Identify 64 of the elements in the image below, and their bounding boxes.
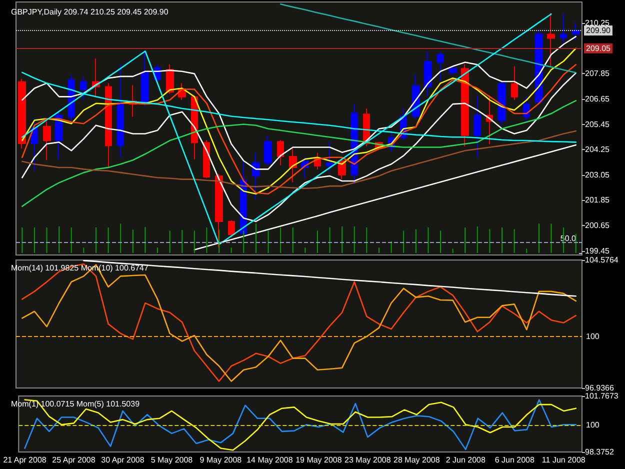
ref-line-label: 100 [586,332,600,342]
y-tick-label: 206.65 [585,94,610,104]
candlestick [55,110,63,160]
y-tick-label: 210.25 [585,18,610,28]
candlestick [203,140,210,179]
x-tick-label: 21 Apr 2008 [3,456,47,464]
candlestick [437,51,444,82]
candlestick [498,80,506,126]
y-tick-label: 101.7673 [585,392,619,400]
y-tick-label: 207.85 [585,69,610,78]
x-tick-label: 9 May 2008 [200,456,242,464]
candlestick [228,220,235,238]
x-tick-label: 23 May 2008 [344,456,392,464]
candlestick [449,66,457,76]
x-tick-label: 14 May 2008 [246,456,294,464]
candlestick [424,51,432,96]
line-series [22,36,576,170]
candlestick [105,82,112,168]
y-tick-label: 199.45 [585,246,610,256]
candlestick [572,22,580,40]
y-tick-label: 201.85 [585,196,610,205]
y-tick-label: 98.3752 [585,448,614,456]
y-tick-label: 205.45 [585,120,610,129]
x-tick-label: 5 May 2008 [150,456,194,464]
candlestick [117,64,124,158]
candlestick [560,13,567,44]
candlestick [474,95,481,158]
chart-title: Mom(1) 100.0715 Mom(5) 101.5039 [11,400,140,408]
candlestick [277,140,284,166]
candlestick [264,135,272,166]
ref-line-label: 209.90 [586,26,612,35]
x-tick-label: 19 May 2008 [296,456,342,464]
line-series [280,3,576,74]
line-series [83,260,576,297]
line-series [22,72,576,222]
candlestick [511,66,518,101]
candlestick [18,78,26,150]
ref-line-label: 100 [586,420,600,430]
candlestick [461,64,469,147]
line-series [22,100,576,207]
y-tick-label: 96.9366 [585,384,614,392]
candlestick [43,120,51,161]
candlestick [166,64,174,94]
text: GBPJPY,Daily 209.74 210.25 209.45 209.90 [11,8,169,16]
x-tick-label: 30 Apr 2008 [101,456,145,464]
candlestick [523,95,530,122]
x-tick-label: 6 Jun 2008 [494,456,535,464]
candlestick [326,142,334,172]
y-tick-label: 104.5764 [585,256,619,264]
y-tick-label: 203.05 [585,170,610,180]
candlestick [31,118,38,172]
y-tick-label: 200.65 [585,220,610,230]
candlestick [141,50,149,107]
line-series [22,130,576,190]
candlestick [80,76,87,101]
x-tick-label: 11 Jun 2008 [542,456,586,464]
x-tick-label: 25 Apr 2008 [52,456,96,464]
y-tick-label: 204.25 [585,145,610,154]
candlestick [547,12,555,67]
ref-line-label: 209.05 [586,44,612,53]
x-tick-label: 28 May 2008 [394,456,440,464]
candlestick [289,148,297,183]
x-tick-label: 2 Jun 2008 [446,456,486,464]
candlestick [252,152,260,200]
